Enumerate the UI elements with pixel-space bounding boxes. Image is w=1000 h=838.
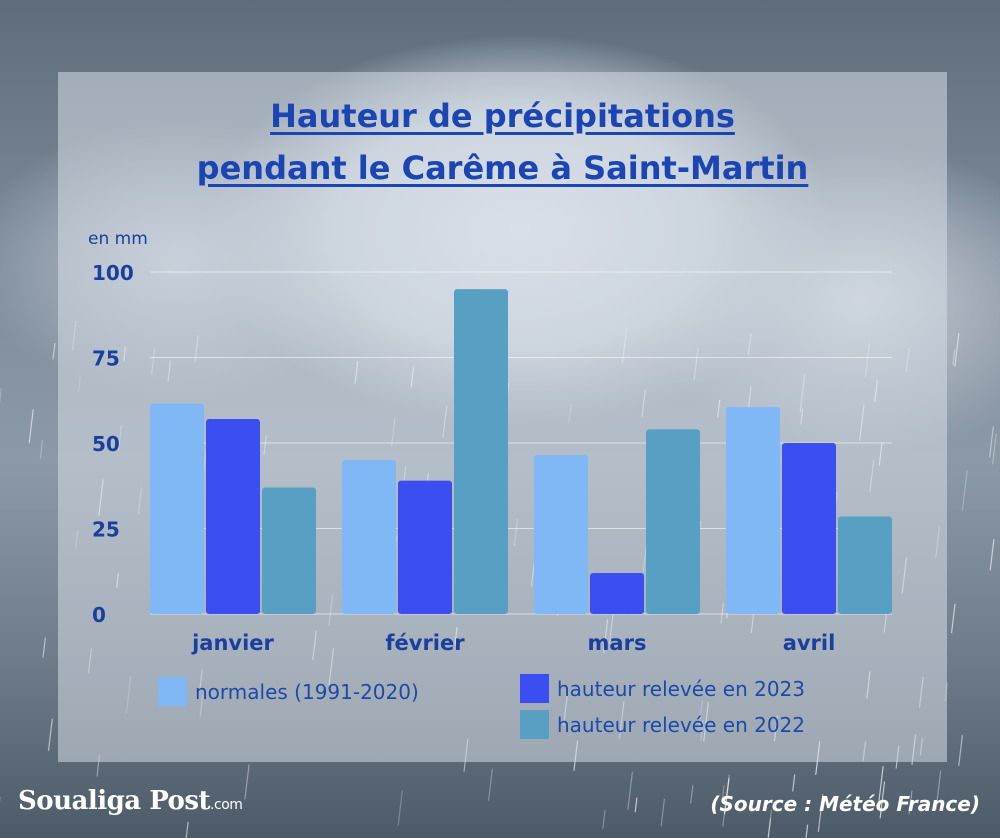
y-tick-label: 50 — [92, 432, 120, 456]
x-category-label: mars — [588, 631, 647, 655]
chart-title-line-1: Hauteur de précipitations — [270, 97, 735, 135]
y-axis-ticks: 0 25 50 75 100 — [92, 261, 134, 627]
legend-item-2022: hauteur relevée en 2022 — [520, 710, 805, 739]
bar-mars-series-2 — [590, 572, 644, 614]
y-tick-label: 25 — [92, 518, 120, 542]
bar-janvier-series-3 — [262, 487, 316, 614]
legend-item-2023: hauteur relevée en 2023 — [520, 674, 805, 703]
rain-streak — [185, 821, 189, 838]
bar-février-series-3 — [454, 289, 508, 614]
rain-streak — [602, 809, 606, 829]
brand-name: Soualiga Post — [18, 786, 211, 816]
bar-janvier-series-2 — [206, 419, 260, 614]
bar-avril-series-1 — [726, 407, 780, 614]
rain-streak — [817, 794, 824, 832]
rain-streak — [39, 440, 44, 460]
brand-logo: Soualiga Post.com — [18, 786, 243, 816]
rain-streak — [952, 349, 956, 366]
rain-streak — [991, 433, 997, 465]
rain-streak — [244, 764, 250, 800]
legend-label-2023: hauteur relevée en 2023 — [557, 676, 805, 701]
rain-streak — [660, 798, 666, 827]
bar-février-series-2 — [398, 480, 452, 614]
rain-streak — [989, 426, 994, 458]
bar-février-series-1 — [342, 460, 396, 614]
legend-label-normales: normales (1991-2020) — [195, 679, 419, 704]
chart-title-line-2: pendant le Carême à Saint-Martin — [196, 149, 809, 187]
rain-streak — [52, 342, 56, 360]
bars — [150, 289, 892, 614]
rain-streak — [954, 332, 960, 367]
rain-streak — [950, 603, 956, 634]
rain-streak — [908, 790, 913, 815]
rain-streak — [690, 785, 694, 804]
y-tick-label: 0 — [92, 603, 106, 627]
brand-suffix: .com — [210, 797, 243, 813]
rain-streak — [767, 818, 772, 838]
bar-mars-series-1 — [534, 454, 588, 614]
gridlines — [150, 271, 892, 615]
rain-streak — [721, 785, 725, 801]
bar-janvier-series-1 — [150, 403, 204, 614]
y-tick-label: 100 — [92, 261, 134, 285]
rain-streak — [397, 790, 403, 826]
rain-streak — [958, 734, 964, 767]
rain-streak — [877, 766, 884, 807]
rain-streak — [722, 790, 728, 827]
rain-streak — [805, 824, 809, 838]
x-axis-labels: janvier février mars avril — [191, 631, 835, 655]
chart-title: Hauteur de précipitations pendant le Car… — [58, 90, 947, 194]
unit-label: en mm — [88, 229, 148, 249]
y-tick-label: 75 — [92, 347, 120, 371]
rain-streak — [47, 718, 53, 751]
rain-streak — [961, 470, 968, 511]
rain-streak — [879, 781, 886, 819]
x-category-label: avril — [783, 631, 836, 655]
x-category-label: janvier — [191, 631, 274, 655]
legend-swatch-2022 — [520, 710, 549, 739]
bar-mars-series-3 — [646, 429, 700, 614]
rain-streak — [0, 388, 2, 405]
rain-streak — [627, 771, 634, 810]
legend-label-2022: hauteur relevée en 2022 — [557, 712, 805, 737]
rain-streak — [28, 409, 34, 444]
rain-streak — [724, 778, 730, 815]
x-category-label: février — [385, 631, 465, 655]
rain-streak — [487, 769, 493, 801]
rain-streak — [989, 538, 995, 571]
legend-item-normales: normales (1991-2020) — [158, 677, 419, 706]
rain-streak — [634, 797, 638, 813]
bar-avril-series-3 — [838, 516, 892, 614]
legend-swatch-normales — [158, 677, 187, 706]
bar-avril-series-2 — [782, 443, 836, 614]
legend-swatch-2023 — [520, 674, 549, 703]
rain-streak — [935, 770, 942, 810]
source-credit: (Source : Météo France) — [710, 792, 980, 816]
rain-streak — [792, 774, 796, 792]
rain-streak — [42, 637, 46, 658]
